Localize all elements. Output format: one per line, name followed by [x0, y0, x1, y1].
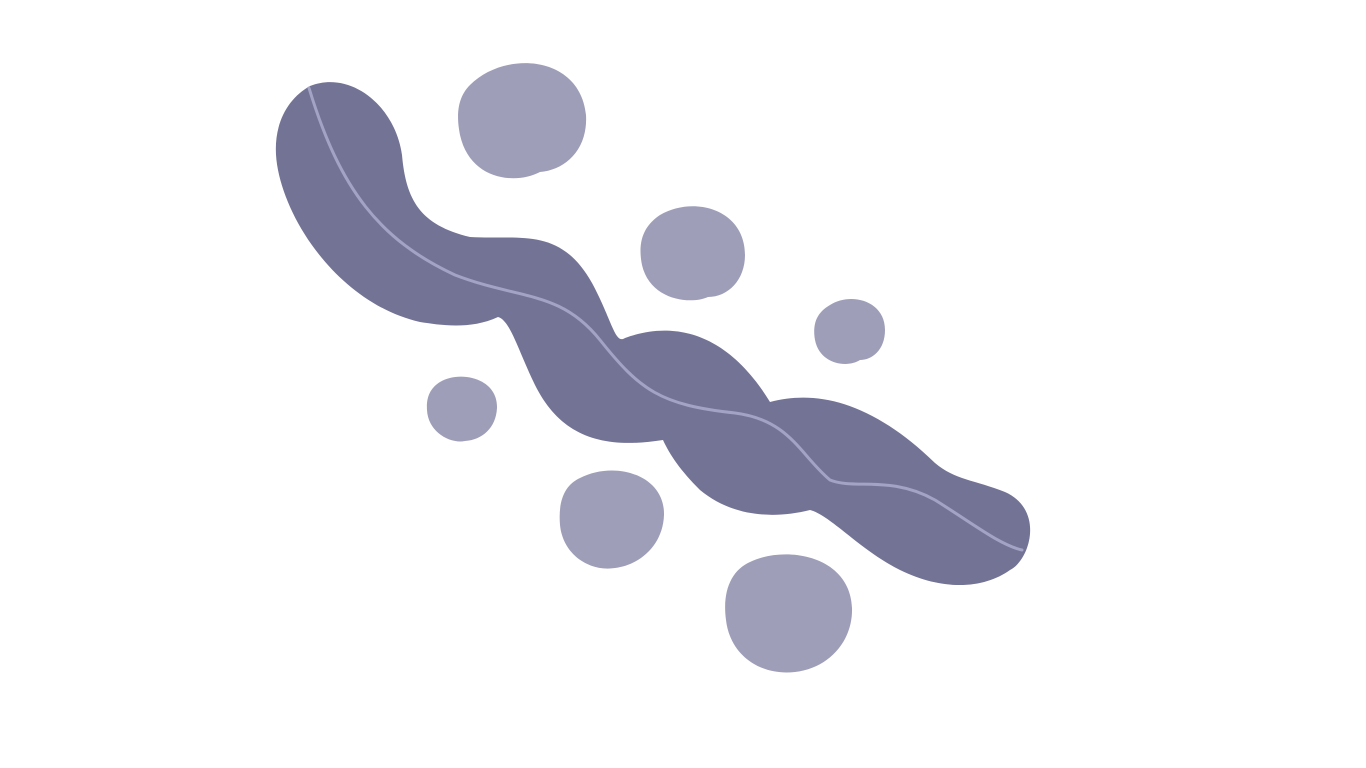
- seed-4: [426, 376, 498, 442]
- seed-2: [640, 206, 745, 301]
- seed-5: [559, 470, 665, 569]
- pod-vein-line: [307, 86, 1024, 552]
- seed-1: [458, 63, 587, 179]
- pod-shape: [275, 82, 1031, 586]
- seed-3: [814, 298, 885, 364]
- seed-6: [725, 554, 853, 673]
